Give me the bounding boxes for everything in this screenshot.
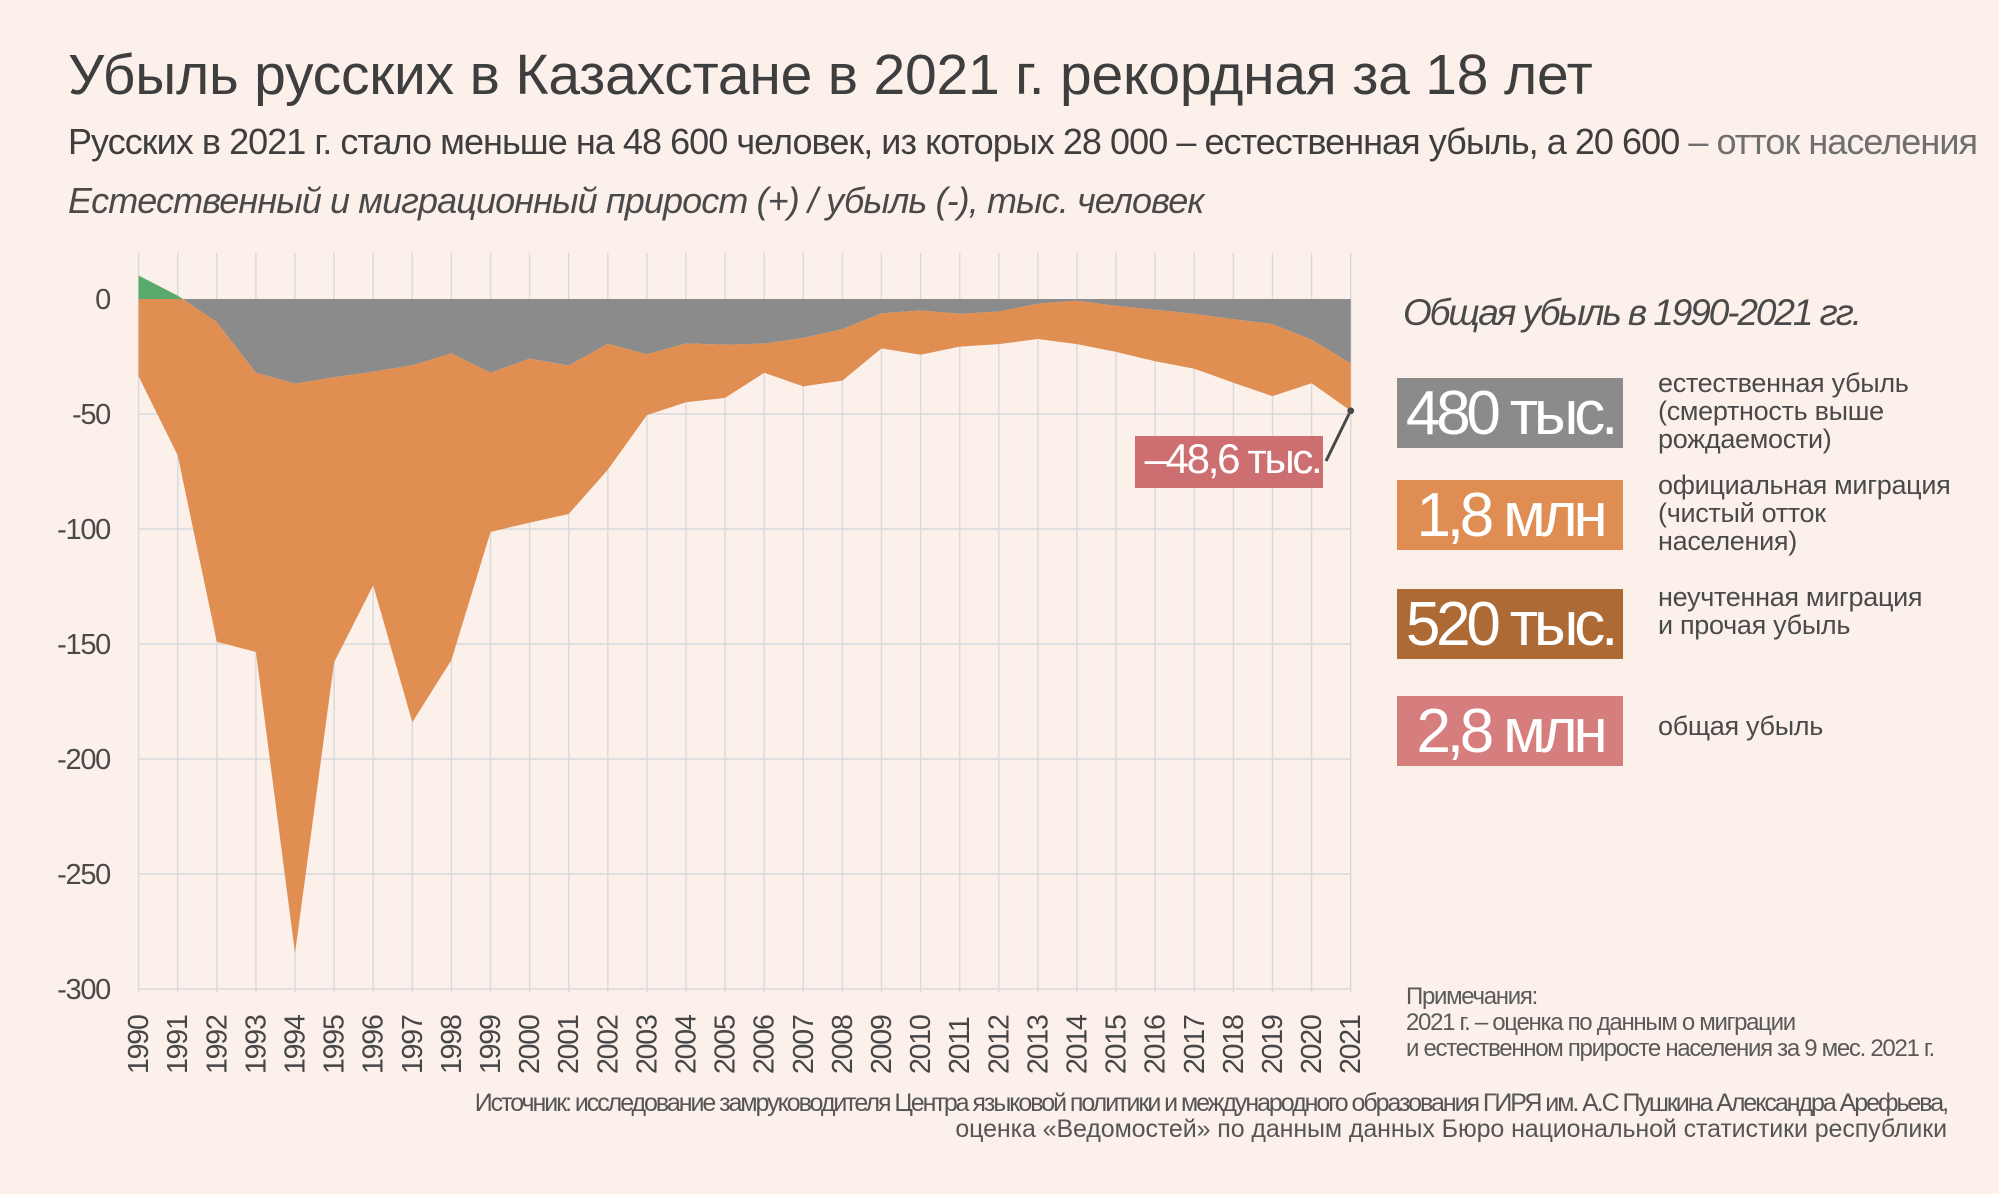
svg-text:2015: 2015 [1101, 1015, 1133, 1074]
svg-text:2010: 2010 [905, 1015, 937, 1074]
svg-text:2012: 2012 [983, 1015, 1015, 1074]
svg-text:2002: 2002 [592, 1015, 624, 1074]
svg-text:2018: 2018 [1218, 1015, 1250, 1074]
svg-text:2016: 2016 [1140, 1015, 1172, 1074]
svg-text:-50: -50 [72, 399, 110, 431]
svg-text:-100: -100 [57, 514, 110, 546]
svg-text:2006: 2006 [749, 1015, 781, 1074]
svg-text:2021: 2021 [1335, 1015, 1367, 1074]
svg-text:1999: 1999 [475, 1015, 507, 1074]
svg-text:2000: 2000 [514, 1015, 546, 1074]
svg-text:0: 0 [95, 284, 110, 316]
svg-text:-300: -300 [57, 974, 110, 1006]
svg-text:1992: 1992 [201, 1015, 233, 1074]
svg-text:1997: 1997 [397, 1015, 429, 1074]
svg-text:2003: 2003 [631, 1015, 663, 1074]
svg-text:1996: 1996 [358, 1015, 390, 1074]
svg-text:2014: 2014 [1062, 1014, 1094, 1074]
svg-text:-250: -250 [57, 859, 110, 891]
svg-text:2008: 2008 [827, 1015, 859, 1074]
svg-text:2013: 2013 [1022, 1015, 1054, 1074]
svg-text:1991: 1991 [162, 1015, 194, 1074]
svg-text:2007: 2007 [788, 1015, 820, 1074]
svg-text:2005: 2005 [710, 1015, 742, 1074]
svg-text:2017: 2017 [1179, 1015, 1211, 1074]
svg-text:2020: 2020 [1296, 1015, 1328, 1074]
svg-text:2001: 2001 [553, 1015, 585, 1074]
svg-text:2004: 2004 [671, 1014, 703, 1074]
svg-text:-150: -150 [57, 629, 110, 661]
svg-text:1995: 1995 [319, 1015, 351, 1074]
svg-text:-200: -200 [57, 744, 110, 776]
svg-text:1993: 1993 [240, 1015, 272, 1074]
svg-text:2011: 2011 [944, 1017, 976, 1074]
svg-text:1994: 1994 [280, 1014, 312, 1074]
svg-text:2019: 2019 [1257, 1015, 1289, 1074]
svg-text:2009: 2009 [866, 1015, 898, 1074]
svg-text:1990: 1990 [123, 1015, 155, 1074]
svg-text:1998: 1998 [436, 1015, 468, 1074]
